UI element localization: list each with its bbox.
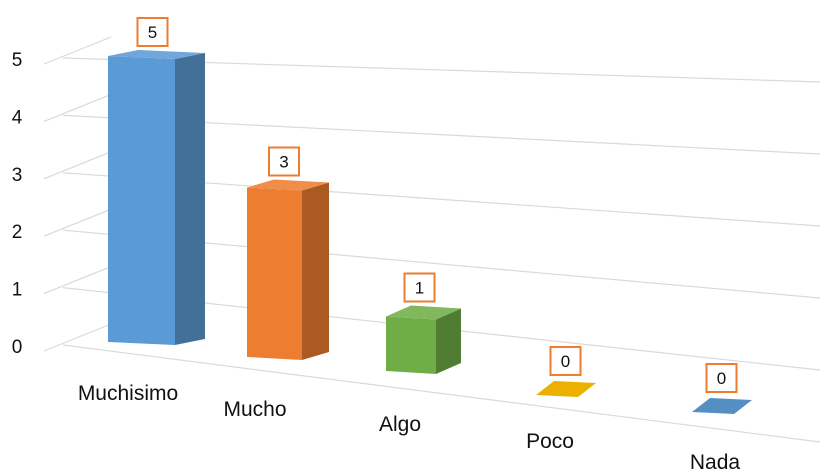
data-label-text: 0 <box>561 352 570 371</box>
data-label-box <box>403 272 436 303</box>
y-tick-label: 2 <box>12 222 23 243</box>
data-label-box <box>705 363 738 393</box>
data-label-text: 3 <box>279 153 288 172</box>
data-label: 5 <box>136 17 169 47</box>
bars <box>108 50 752 414</box>
bar-zero-face <box>536 381 596 397</box>
gridline-tick-connector <box>43 323 112 352</box>
bar-top-face <box>108 50 205 59</box>
bar-top-face <box>247 179 329 191</box>
gridline <box>62 344 821 443</box>
y-axis-tick-labels: 0 1 2 3 4 5 <box>12 50 23 358</box>
bar-front-face <box>386 316 436 374</box>
category-label: Algo <box>379 413 421 436</box>
y-tick-label: 3 <box>12 165 23 186</box>
category-labels: Muchisimo Mucho Algo Poco Nada <box>78 382 741 474</box>
gridline-tick-connector <box>43 208 112 237</box>
bar-front-face <box>108 56 175 345</box>
gridline-tick-connector <box>43 151 112 180</box>
data-label-box <box>268 146 300 177</box>
bar-zero-face <box>692 398 752 414</box>
data-labels: 5 3 1 0 0 <box>136 17 738 393</box>
data-label: 1 <box>403 272 436 303</box>
data-label-text: 0 <box>717 369 726 388</box>
data-label: 0 <box>705 363 738 393</box>
bar-side-face <box>302 182 329 360</box>
gridline-tick-connector <box>43 266 112 295</box>
y-tick-label: 1 <box>12 280 23 301</box>
data-label-box <box>136 17 169 47</box>
category-label: Muchisimo <box>78 382 178 405</box>
data-label-text: 5 <box>148 23 157 42</box>
y-tick-label: 4 <box>12 107 23 128</box>
gridline-tick-connector <box>43 93 112 122</box>
category-label: Poco <box>526 430 574 453</box>
bar <box>692 398 752 414</box>
bar-front-face <box>247 187 302 360</box>
bar <box>108 50 205 345</box>
bar-side-face <box>436 308 461 374</box>
data-label-box <box>549 346 582 376</box>
category-label: Nada <box>690 451 741 474</box>
bar <box>247 179 329 360</box>
bar-side-face <box>175 53 205 345</box>
gridline-tick-connector <box>43 36 112 65</box>
y-tick-label: 5 <box>12 50 23 71</box>
y-tick-label: 0 <box>12 337 23 358</box>
data-label-text: 1 <box>415 279 424 298</box>
bar <box>536 381 596 397</box>
data-label: 3 <box>268 146 300 177</box>
bar-top-face <box>386 305 461 320</box>
bar <box>386 305 461 374</box>
category-label: Mucho <box>223 398 286 421</box>
data-label: 0 <box>549 346 582 376</box>
